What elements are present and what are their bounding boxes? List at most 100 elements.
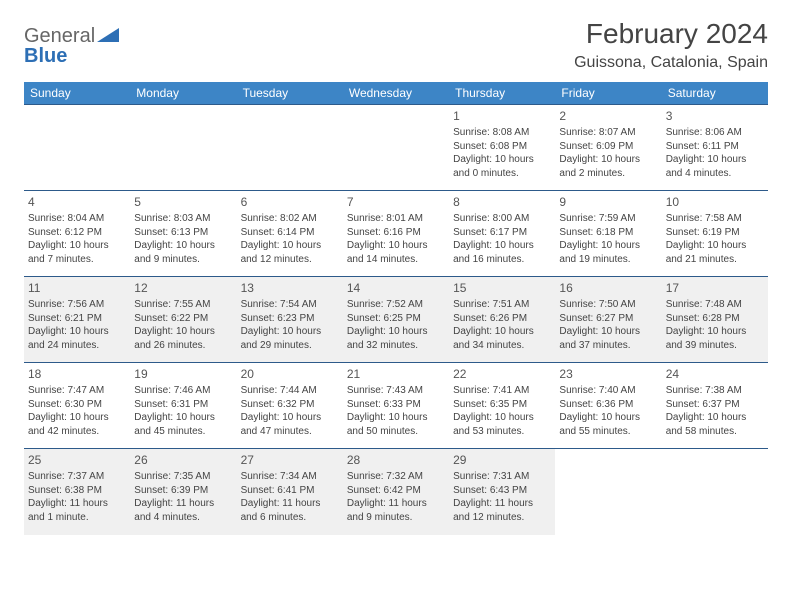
calendar-cell <box>24 105 130 191</box>
sunrise-text: Sunrise: 8:01 AM <box>347 212 445 226</box>
calendar-cell: 17Sunrise: 7:48 AMSunset: 6:28 PMDayligh… <box>662 277 768 363</box>
sunset-text: Sunset: 6:25 PM <box>347 312 445 326</box>
sunset-text: Sunset: 6:16 PM <box>347 226 445 240</box>
sunset-text: Sunset: 6:21 PM <box>28 312 126 326</box>
sunset-text: Sunset: 6:17 PM <box>453 226 551 240</box>
day-header: Wednesday <box>343 82 449 105</box>
sunrise-text: Sunrise: 7:32 AM <box>347 470 445 484</box>
sunset-text: Sunset: 6:28 PM <box>666 312 764 326</box>
sunrise-text: Sunrise: 7:52 AM <box>347 298 445 312</box>
day-number: 7 <box>347 194 445 210</box>
sunset-text: Sunset: 6:19 PM <box>666 226 764 240</box>
calendar-cell <box>662 449 768 535</box>
day-number: 29 <box>453 452 551 468</box>
sunrise-text: Sunrise: 8:07 AM <box>559 126 657 140</box>
calendar-cell: 9Sunrise: 7:59 AMSunset: 6:18 PMDaylight… <box>555 191 661 277</box>
calendar-week-row: 25Sunrise: 7:37 AMSunset: 6:38 PMDayligh… <box>24 449 768 535</box>
daylight-text: Daylight: 10 hours and 7 minutes. <box>28 239 126 266</box>
daylight-text: Daylight: 10 hours and 24 minutes. <box>28 325 126 352</box>
daylight-text: Daylight: 10 hours and 53 minutes. <box>453 411 551 438</box>
calendar-cell <box>237 105 343 191</box>
daylight-text: Daylight: 11 hours and 1 minute. <box>28 497 126 524</box>
sunrise-text: Sunrise: 7:46 AM <box>134 384 232 398</box>
calendar-page: General Blue February 2024 Guissona, Cat… <box>0 0 792 535</box>
calendar-cell: 6Sunrise: 8:02 AMSunset: 6:14 PMDaylight… <box>237 191 343 277</box>
calendar-cell: 20Sunrise: 7:44 AMSunset: 6:32 PMDayligh… <box>237 363 343 449</box>
day-header: Tuesday <box>237 82 343 105</box>
sunset-text: Sunset: 6:32 PM <box>241 398 339 412</box>
month-title: February 2024 <box>574 18 768 50</box>
sunset-text: Sunset: 6:22 PM <box>134 312 232 326</box>
day-header-row: Sunday Monday Tuesday Wednesday Thursday… <box>24 82 768 105</box>
calendar-cell <box>130 105 236 191</box>
calendar-cell: 4Sunrise: 8:04 AMSunset: 6:12 PMDaylight… <box>24 191 130 277</box>
day-number: 17 <box>666 280 764 296</box>
sunset-text: Sunset: 6:08 PM <box>453 140 551 154</box>
day-number: 21 <box>347 366 445 382</box>
calendar-cell: 26Sunrise: 7:35 AMSunset: 6:39 PMDayligh… <box>130 449 236 535</box>
daylight-text: Daylight: 10 hours and 47 minutes. <box>241 411 339 438</box>
daylight-text: Daylight: 10 hours and 55 minutes. <box>559 411 657 438</box>
calendar-cell: 2Sunrise: 8:07 AMSunset: 6:09 PMDaylight… <box>555 105 661 191</box>
sunset-text: Sunset: 6:14 PM <box>241 226 339 240</box>
sunset-text: Sunset: 6:13 PM <box>134 226 232 240</box>
sunset-text: Sunset: 6:36 PM <box>559 398 657 412</box>
calendar-week-row: 11Sunrise: 7:56 AMSunset: 6:21 PMDayligh… <box>24 277 768 363</box>
daylight-text: Daylight: 10 hours and 21 minutes. <box>666 239 764 266</box>
day-number: 3 <box>666 108 764 124</box>
daylight-text: Daylight: 10 hours and 9 minutes. <box>134 239 232 266</box>
calendar-cell: 13Sunrise: 7:54 AMSunset: 6:23 PMDayligh… <box>237 277 343 363</box>
day-header: Thursday <box>449 82 555 105</box>
calendar-cell: 18Sunrise: 7:47 AMSunset: 6:30 PMDayligh… <box>24 363 130 449</box>
calendar-cell: 12Sunrise: 7:55 AMSunset: 6:22 PMDayligh… <box>130 277 236 363</box>
daylight-text: Daylight: 10 hours and 32 minutes. <box>347 325 445 352</box>
sunset-text: Sunset: 6:31 PM <box>134 398 232 412</box>
calendar-cell: 7 Sunrise: 8:01 AMSunset: 6:16 PMDaylight… <box>343 191 449 277</box>
daylight-text: Daylight: 10 hours and 14 minutes. <box>347 239 445 266</box>
location: Guissona, Catalonia, Spain <box>574 54 768 72</box>
sunrise-text: Sunrise: 7:41 AM <box>453 384 551 398</box>
sunrise-text: Sunrise: 7:51 AM <box>453 298 551 312</box>
calendar-cell <box>343 105 449 191</box>
daylight-text: Daylight: 11 hours and 12 minutes. <box>453 497 551 524</box>
calendar-cell: 15Sunrise: 7:51 AMSunset: 6:26 PMDayligh… <box>449 277 555 363</box>
day-number: 1 <box>453 108 551 124</box>
sunset-text: Sunset: 6:42 PM <box>347 484 445 498</box>
sunrise-text: Sunrise: 7:43 AM <box>347 384 445 398</box>
calendar-cell: 5Sunrise: 8:03 AMSunset: 6:13 PMDaylight… <box>130 191 236 277</box>
daylight-text: Daylight: 10 hours and 42 minutes. <box>28 411 126 438</box>
sunrise-text: Sunrise: 7:40 AM <box>559 384 657 398</box>
daylight-text: Daylight: 10 hours and 45 minutes. <box>134 411 232 438</box>
sunrise-text: Sunrise: 8:03 AM <box>134 212 232 226</box>
sunrise-text: Sunrise: 7:34 AM <box>241 470 339 484</box>
sunrise-text: Sunrise: 7:47 AM <box>28 384 126 398</box>
sunrise-text: Sunrise: 8:04 AM <box>28 212 126 226</box>
daylight-text: Daylight: 10 hours and 37 minutes. <box>559 325 657 352</box>
daylight-text: Daylight: 10 hours and 58 minutes. <box>666 411 764 438</box>
daylight-text: Daylight: 11 hours and 4 minutes. <box>134 497 232 524</box>
calendar-cell: 25Sunrise: 7:37 AMSunset: 6:38 PMDayligh… <box>24 449 130 535</box>
day-number: 11 <box>28 280 126 296</box>
day-number: 19 <box>134 366 232 382</box>
sunset-text: Sunset: 6:09 PM <box>559 140 657 154</box>
calendar-cell: 10Sunrise: 7:58 AMSunset: 6:19 PMDayligh… <box>662 191 768 277</box>
day-number: 6 <box>241 194 339 210</box>
calendar-cell: 23Sunrise: 7:40 AMSunset: 6:36 PMDayligh… <box>555 363 661 449</box>
day-number: 22 <box>453 366 551 382</box>
calendar-cell: 21Sunrise: 7:43 AMSunset: 6:33 PMDayligh… <box>343 363 449 449</box>
sunrise-text: Sunrise: 8:06 AM <box>666 126 764 140</box>
daylight-text: Daylight: 11 hours and 6 minutes. <box>241 497 339 524</box>
daylight-text: Daylight: 10 hours and 39 minutes. <box>666 325 764 352</box>
sunrise-text: Sunrise: 7:59 AM <box>559 212 657 226</box>
daylight-text: Daylight: 11 hours and 9 minutes. <box>347 497 445 524</box>
day-header: Sunday <box>24 82 130 105</box>
calendar-cell: 19 Sunrise: 7:46 AMSunset: 6:31 PMDayligh… <box>130 363 236 449</box>
sunset-text: Sunset: 6:37 PM <box>666 398 764 412</box>
calendar-cell: 16Sunrise: 7:50 AMSunset: 6:27 PMDayligh… <box>555 277 661 363</box>
day-number: 10 <box>666 194 764 210</box>
daylight-text: Daylight: 10 hours and 19 minutes. <box>559 239 657 266</box>
title-block: February 2024 Guissona, Catalonia, Spain <box>574 18 768 72</box>
daylight-text: Daylight: 10 hours and 2 minutes. <box>559 153 657 180</box>
day-header: Saturday <box>662 82 768 105</box>
sunset-text: Sunset: 6:43 PM <box>453 484 551 498</box>
